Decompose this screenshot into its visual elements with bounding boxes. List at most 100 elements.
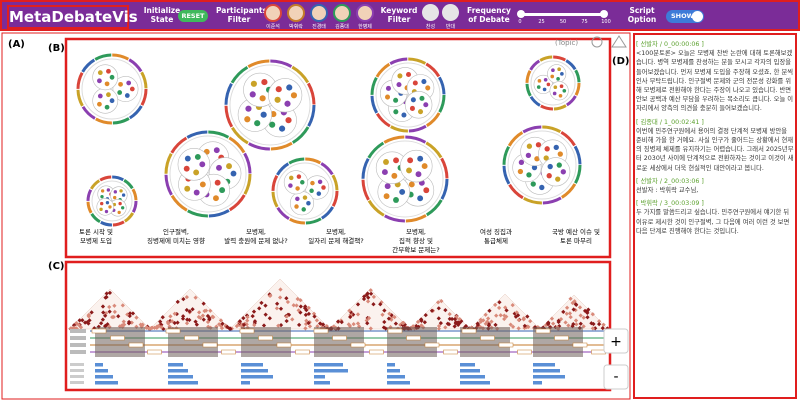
keyword-dot: [289, 175, 294, 181]
zoom-out[interactable]: [603, 364, 629, 390]
heatmap-cell: [493, 322, 498, 328]
heatmap-cell: [284, 314, 290, 319]
heatmap-cell: [571, 307, 576, 312]
keyword-dot: [117, 210, 121, 215]
heatmap-cell: [244, 322, 249, 327]
heatmap-cell: [190, 307, 195, 312]
heatmap-cell: [516, 317, 521, 323]
zoom-in[interactable]: [603, 328, 629, 354]
script-toggle[interactable]: SHOW: [666, 10, 704, 23]
heatmap-cell: [284, 296, 289, 301]
utterance-box: [128, 342, 144, 348]
heatmap-cell: [225, 324, 230, 329]
heatmap-cell: [365, 321, 370, 326]
panel-d: [633, 33, 797, 399]
heatmap-cell: [193, 319, 198, 324]
heatmap-cell: [549, 316, 555, 321]
heatmap-cell: [257, 306, 262, 311]
keyword-dot: [391, 172, 398, 179]
heatmap-cell: [510, 324, 516, 329]
heatmap-cell: [241, 315, 246, 321]
keyword-dot: [97, 70, 103, 76]
heatmap-cell: [597, 322, 602, 327]
heatmap-cell: [134, 315, 139, 320]
heatmap-cell: [456, 322, 461, 327]
keyword-dot: [407, 157, 414, 164]
participant-avatar[interactable]: [333, 4, 351, 22]
heatmap-cell: [241, 322, 247, 327]
heatmap-cell: [380, 312, 385, 317]
heatmap-cell: [184, 307, 189, 313]
frequency-slider[interactable]: 0 25 50 75 100: [516, 5, 612, 29]
heatmap-cell: [551, 321, 556, 326]
heatmap-cell: [455, 320, 461, 325]
legend-triangle: [611, 35, 627, 48]
participant-avatar[interactable]: [310, 4, 328, 22]
slider-tick-label: 25: [538, 19, 545, 25]
heatmap-cell: [156, 323, 162, 329]
keyword-dot: [193, 189, 200, 196]
keyword-circle[interactable]: [422, 4, 439, 21]
heatmap-cell: [486, 321, 492, 327]
topic-ring: [86, 175, 138, 227]
heatmap-cell: [250, 314, 255, 319]
keyword-dot: [423, 102, 429, 108]
keyword-dot: [183, 165, 190, 172]
heatmap-cell: [303, 326, 308, 331]
slider-knob: [600, 10, 608, 18]
stat-bar: [241, 375, 273, 379]
utterance-box: [554, 335, 569, 341]
stat-bar: [387, 363, 395, 367]
utterance-box: [387, 328, 403, 334]
topic-inner: [91, 180, 133, 222]
heatmap-cell: [378, 302, 383, 307]
participant-avatar[interactable]: [356, 4, 374, 22]
keyword-dot: [557, 151, 563, 157]
frequency-label: Frequency of Debate: [467, 6, 511, 24]
heatmap-cell: [393, 321, 398, 326]
keyword-dot: [551, 68, 555, 73]
heatmap-cell: [574, 322, 579, 327]
participant-avatar[interactable]: [287, 4, 305, 22]
heatmap-cell: [438, 321, 443, 326]
participant-avatar[interactable]: [264, 4, 282, 22]
heatmap-cell: [510, 303, 515, 308]
initialize-label: Initialize State: [143, 6, 181, 24]
heatmap-cell: [577, 305, 583, 310]
keyword-dot: [226, 163, 232, 170]
row-label: [70, 336, 86, 340]
heatmap-cell: [371, 302, 376, 307]
keyword-dot: [121, 193, 126, 197]
keyword-dot: [530, 181, 536, 187]
keyword-dot: [553, 85, 558, 90]
heatmap-cell: [366, 315, 372, 321]
heatmap-cell: [278, 295, 283, 300]
heatmap-cell: [130, 311, 136, 316]
keyword-dot: [121, 206, 125, 210]
heatmap-cell: [364, 318, 369, 323]
keyword-dot: [274, 96, 281, 103]
subtopic-circle: [268, 78, 303, 113]
keyword-circle[interactable]: [442, 4, 459, 21]
topic-label: 모병제, 집적 향상 및 간부확보 문제는?: [392, 227, 439, 254]
heatmap-cell: [149, 325, 154, 331]
heatmap-cell: [383, 326, 388, 331]
heatmap-cell: [487, 308, 492, 313]
heatmap-cell: [351, 312, 356, 317]
keyword-dot: [393, 157, 399, 164]
stat-bar: [533, 381, 542, 385]
utterance-box: [443, 349, 458, 355]
heatmap-cell: [201, 317, 206, 322]
keyword-dot: [385, 94, 391, 100]
heatmap-cell: [362, 294, 367, 299]
keyword-dot: [250, 80, 257, 87]
heatmap-cell: [419, 318, 424, 323]
reset-button[interactable]: RESET: [178, 10, 208, 22]
stat-bar: [168, 369, 188, 373]
heatmap-cell: [504, 308, 509, 313]
stat-bar: [241, 381, 250, 385]
keyword-dot: [385, 85, 391, 91]
heatmap-cell: [198, 315, 203, 321]
keyword-dot: [546, 173, 552, 179]
keyword-dot: [199, 181, 206, 188]
